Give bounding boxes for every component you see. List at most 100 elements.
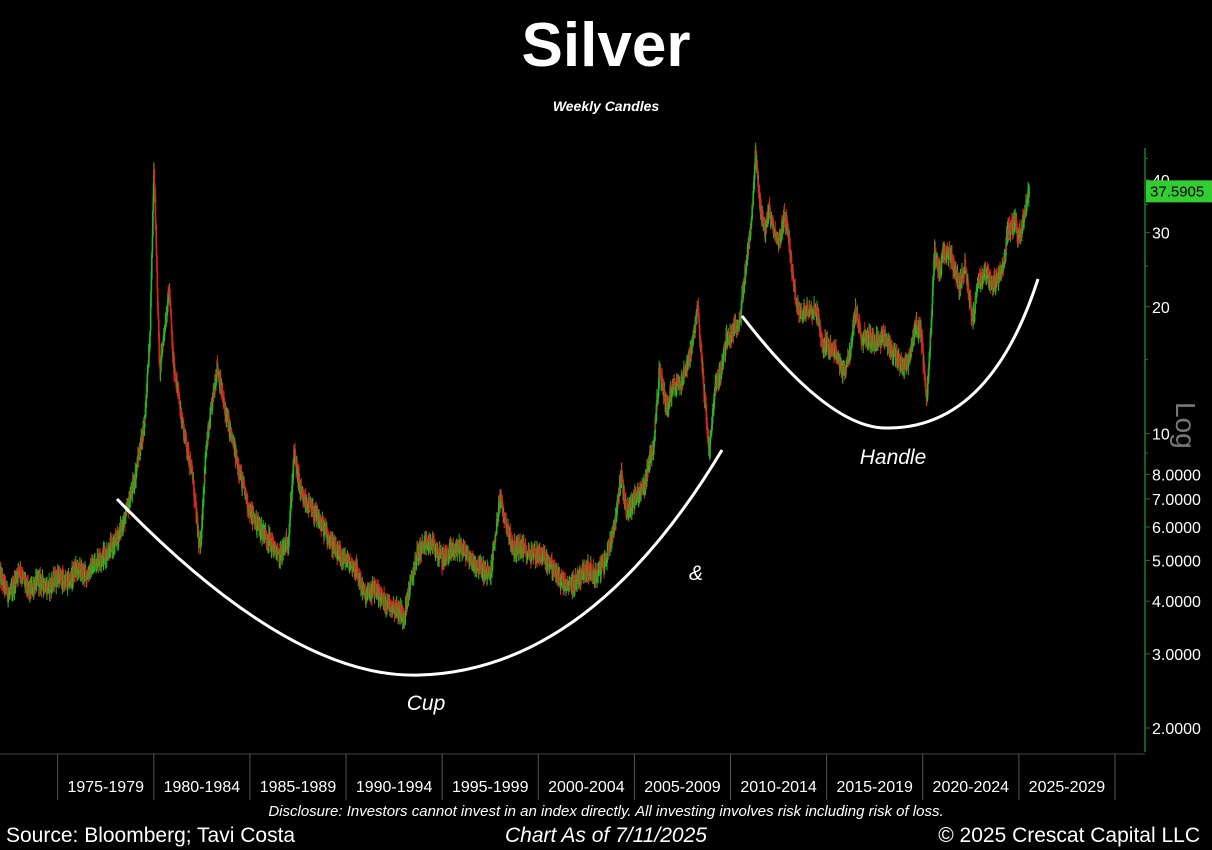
candle-body (130, 493, 132, 499)
candle-body (85, 571, 87, 573)
candle-body (174, 374, 177, 377)
candle-body (387, 597, 389, 608)
candle-body (753, 178, 755, 192)
candle-body (153, 183, 156, 188)
candle-body (139, 450, 142, 456)
candle-body (256, 527, 258, 530)
candle-body (751, 203, 754, 210)
candle-body (150, 258, 153, 279)
candle-body (838, 357, 841, 363)
candle-body (851, 339, 853, 348)
candle-body (593, 570, 596, 572)
candle-body (855, 306, 857, 319)
candle-body (722, 349, 725, 358)
candle-body (682, 381, 684, 386)
candle-body (569, 582, 572, 586)
candle-body (597, 570, 600, 572)
candle-body (96, 556, 99, 567)
candle-body (440, 554, 442, 557)
candle-body (781, 233, 784, 235)
candle-body (204, 456, 207, 475)
candle-body (712, 407, 714, 417)
candle-body (500, 497, 503, 500)
candle-body (9, 589, 11, 595)
candle-body (881, 330, 884, 343)
candle-body (853, 318, 855, 328)
candle-body (807, 305, 809, 313)
candle-body (281, 547, 284, 558)
candle-body (546, 553, 549, 563)
candle-body (42, 576, 44, 586)
candle-body (274, 544, 277, 551)
candle-body (145, 394, 148, 408)
candle-body (335, 545, 338, 555)
candle-body (91, 569, 94, 575)
candle-body (663, 383, 665, 396)
candle-body (269, 534, 272, 545)
candle-body (800, 309, 802, 319)
candle-body (687, 356, 690, 365)
candle-body (702, 368, 705, 376)
candle-body (631, 502, 634, 508)
candle-body (801, 310, 803, 318)
candle-body (6, 584, 9, 596)
candle-body (752, 191, 755, 206)
candle-body (349, 564, 352, 567)
candle-body (648, 459, 651, 466)
candle-body (481, 561, 483, 565)
candle-body (172, 341, 174, 356)
candle-body (612, 525, 615, 536)
candle-body (742, 283, 745, 299)
candle-body (246, 494, 249, 508)
candle-body (203, 483, 206, 494)
candle-body (740, 303, 743, 318)
candle-body (170, 322, 173, 330)
candle-body (277, 548, 280, 552)
candle-body (150, 291, 152, 308)
candle-body (505, 524, 508, 531)
candle-body (696, 313, 698, 316)
candle-body (249, 508, 252, 515)
candle-body (152, 212, 154, 237)
candle-body (651, 445, 654, 454)
candle-body (185, 433, 187, 440)
candle-body (316, 513, 318, 519)
candle-body (94, 559, 97, 562)
candle-body (194, 494, 196, 499)
candle-body (146, 373, 149, 393)
candle-body (773, 229, 775, 234)
candle-body (616, 508, 618, 517)
candle-body (91, 565, 94, 570)
candle-body (692, 338, 695, 341)
candle-body (697, 305, 700, 314)
candle-body (846, 360, 848, 368)
candle-body (436, 544, 438, 547)
candle-body (158, 332, 160, 356)
candle-body (789, 238, 791, 253)
candle-body (114, 539, 116, 546)
candle-body (166, 312, 169, 316)
candle-body (767, 212, 770, 219)
candle-body (701, 356, 704, 368)
candle-body (221, 387, 223, 392)
candle-body (460, 540, 463, 544)
candle-body (564, 580, 567, 585)
candle-body (718, 369, 721, 380)
candle-body (625, 499, 627, 511)
candle-body (884, 334, 887, 344)
candle-body (765, 223, 767, 234)
candle-body (698, 325, 701, 337)
candle-body (735, 319, 737, 333)
candle-body (922, 351, 925, 366)
candle-body (583, 571, 585, 578)
candle-body (864, 330, 866, 338)
candle-body (156, 270, 159, 288)
candle-body (792, 275, 795, 286)
candle-body (209, 412, 211, 428)
candle-body (617, 490, 620, 503)
candle-body (505, 518, 508, 525)
candle-body (169, 300, 172, 309)
candle-body (826, 336, 829, 338)
candle-body (154, 187, 156, 197)
